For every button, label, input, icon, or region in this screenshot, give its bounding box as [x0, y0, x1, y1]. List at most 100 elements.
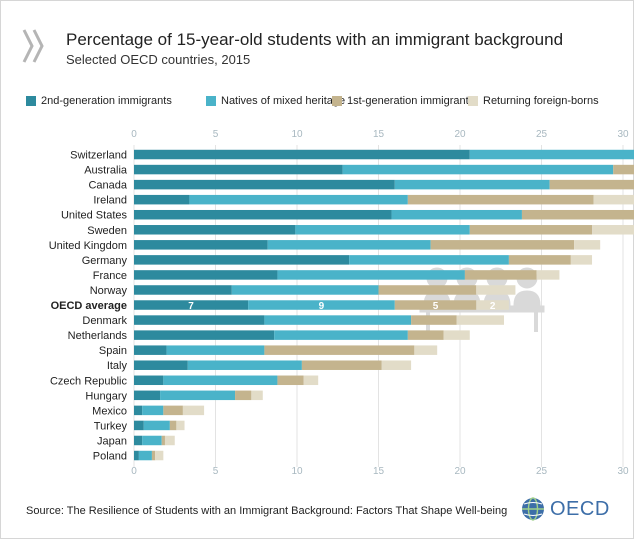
bar-segment — [187, 360, 302, 370]
data-label: 2 — [490, 301, 496, 312]
x-tick-label: 10 — [291, 129, 303, 140]
bar-segment — [378, 285, 477, 295]
category-label: Sweden — [87, 225, 127, 237]
bar-segment — [414, 345, 438, 355]
category-label: Czech Republic — [50, 375, 128, 387]
bar-segment — [381, 360, 412, 370]
bar-segment — [394, 300, 477, 310]
x-tick-label: 25 — [536, 129, 548, 140]
category-label: France — [93, 270, 127, 282]
category-label: Mexico — [92, 405, 127, 417]
bar-segment — [476, 285, 516, 295]
legend-swatch — [468, 96, 478, 106]
legend-item-2nd-generation: 2nd-generation immigrants — [26, 95, 172, 107]
person-body-icon — [513, 290, 541, 306]
bar-segment — [134, 164, 343, 175]
bar-segment — [464, 270, 537, 280]
chart-title: Percentage of 15-year-old students with … — [66, 30, 564, 49]
bar-segment — [508, 255, 571, 265]
oecd-globe-icon — [522, 497, 544, 521]
data-label: 9 — [319, 301, 325, 312]
bar-segment — [164, 435, 175, 446]
bar-segment — [134, 345, 167, 355]
legend-label: 2nd-generation immigrants — [41, 95, 172, 107]
bar-segment — [469, 149, 634, 160]
bar-segment — [134, 315, 265, 325]
bar-segment — [264, 315, 412, 325]
bar-segment — [134, 330, 275, 340]
bar-segment — [160, 390, 236, 401]
bar-segment — [134, 179, 395, 190]
category-label: Poland — [93, 451, 127, 463]
legend-item-1st-generation: 1st-generation immigrants — [332, 95, 474, 107]
bar-segment — [469, 225, 593, 235]
bar-segment — [134, 240, 268, 250]
bar-segment — [231, 285, 379, 295]
category-label: Switzerland — [70, 150, 127, 162]
legend-label: 1st-generation immigrants — [347, 95, 475, 107]
bar-segment — [549, 179, 634, 190]
bar-segment — [301, 360, 382, 370]
category-label: Ireland — [93, 195, 127, 207]
bar-segment — [134, 390, 161, 401]
legend-swatch — [26, 96, 36, 106]
legend-item-mixed-heritage: Natives of mixed heritage — [206, 95, 345, 107]
x-tick-label: 30 — [617, 129, 629, 140]
bar-segment — [592, 225, 634, 235]
data-label: 7 — [188, 301, 194, 312]
bar-segment — [430, 240, 575, 250]
bar-segment — [267, 240, 431, 250]
bar-segment — [476, 300, 509, 310]
legend-item-returning: Returning foreign-borns — [468, 95, 599, 107]
category-label: Canada — [88, 180, 127, 192]
bar-segment — [134, 375, 164, 386]
bar-segment — [155, 450, 164, 461]
oecd-logo-text: OECD — [550, 497, 610, 520]
category-label: United States — [61, 210, 128, 222]
category-label: Turkey — [94, 420, 128, 432]
bar-segment — [248, 300, 395, 310]
x-tick-label: 15 — [373, 129, 385, 140]
x-tick-label: 5 — [213, 466, 219, 477]
bar-segment — [264, 345, 415, 355]
category-label: Australia — [84, 165, 128, 177]
bar-segment — [251, 390, 263, 401]
legend-label: Natives of mixed heritage — [221, 95, 346, 107]
bar-segment — [536, 270, 560, 280]
oecd-logo: OECD — [520, 496, 610, 522]
bar-segment — [134, 300, 249, 310]
bar-segment — [342, 164, 614, 175]
bar-segment — [303, 375, 319, 386]
bar-segment — [176, 420, 185, 431]
bar-segment — [134, 285, 232, 295]
data-label: 5 — [433, 301, 439, 312]
x-tick-label: 20 — [454, 129, 466, 140]
category-label: Norway — [90, 285, 128, 297]
category-label: Spain — [99, 345, 127, 357]
category-label: United Kingdom — [49, 240, 127, 252]
category-label: Hungary — [85, 390, 127, 402]
x-tick-label: 30 — [617, 466, 629, 477]
bar-segment — [274, 330, 408, 340]
bar-segment — [134, 405, 143, 416]
bar-segment — [169, 420, 177, 431]
bar-segment — [151, 450, 156, 461]
legend-swatch — [332, 96, 342, 106]
category-label: Denmark — [82, 315, 127, 327]
bar-segment — [134, 209, 392, 220]
bar-segment — [235, 390, 252, 401]
bar-segment — [163, 405, 183, 416]
bar-segment — [189, 194, 408, 205]
chart-subtitle: Selected OECD countries, 2015 — [66, 52, 251, 67]
x-tick-label: 5 — [213, 129, 219, 140]
bar-segment — [521, 209, 634, 220]
bar-segment — [277, 375, 304, 386]
bar-segment — [134, 225, 296, 235]
double-chevron-icon — [22, 29, 44, 63]
bar-segment — [134, 149, 470, 160]
bar-segment — [295, 225, 470, 235]
bar-segment — [593, 194, 634, 205]
bar-segment — [407, 194, 594, 205]
bar-segment — [443, 330, 470, 340]
